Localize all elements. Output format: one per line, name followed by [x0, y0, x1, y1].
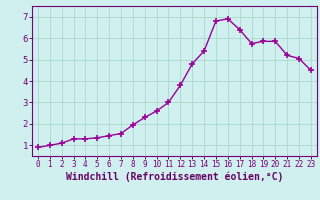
X-axis label: Windchill (Refroidissement éolien,°C): Windchill (Refroidissement éolien,°C) [66, 172, 283, 182]
